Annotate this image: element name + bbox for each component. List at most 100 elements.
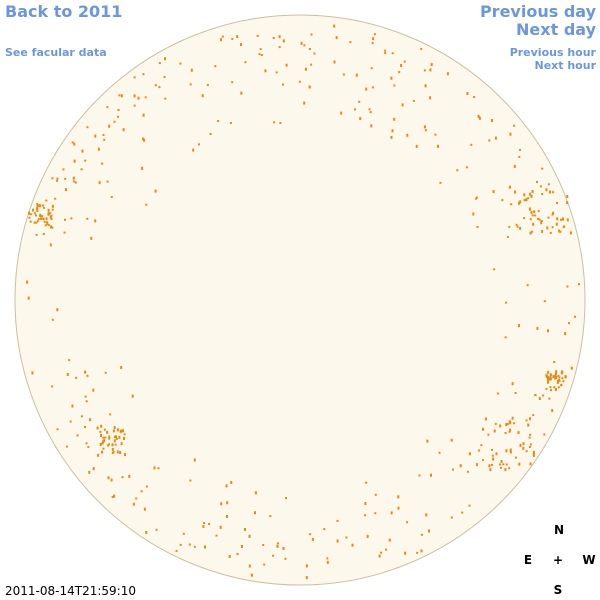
timestamp: 2011-08-14T21:59:10 — [5, 584, 136, 598]
facula-dot — [197, 143, 200, 146]
facula-dot — [215, 534, 218, 537]
facula-dot — [566, 201, 569, 205]
facula-dot — [547, 375, 550, 379]
facula-dot — [111, 452, 114, 454]
previous-hour-link[interactable]: Previous hour — [510, 46, 597, 59]
facula-dot — [45, 217, 48, 221]
facula-dot — [254, 511, 256, 515]
facula-dot — [100, 434, 102, 437]
facula-dot — [231, 37, 234, 40]
facula-dot — [430, 63, 433, 66]
facula-dot — [104, 371, 107, 374]
facula-dot — [47, 212, 50, 216]
facula-dot — [385, 548, 388, 551]
facula-dot — [429, 96, 432, 100]
facula-dot — [557, 386, 560, 389]
facula-dot — [97, 147, 100, 151]
facula-dot — [264, 69, 267, 73]
facula-dot — [496, 392, 499, 395]
facula-dot — [121, 476, 124, 479]
facula-dot — [141, 166, 144, 170]
previous-day-link[interactable]: Previous day — [480, 2, 597, 21]
facular-link[interactable]: See facular data — [5, 46, 107, 59]
facula-dot — [475, 197, 477, 200]
facula-dot — [552, 375, 555, 379]
facula-dot — [509, 448, 512, 452]
facula-dot — [541, 229, 544, 233]
facula-dot — [370, 67, 373, 70]
facula-dot — [555, 387, 557, 391]
facula-dot — [529, 443, 532, 446]
facula-dot — [562, 380, 565, 383]
facula-dot — [220, 502, 223, 506]
facula-dot — [113, 439, 116, 443]
facula-dot — [164, 97, 167, 100]
facula-dot — [323, 528, 326, 531]
facula-dot — [505, 301, 507, 304]
facula-dot — [29, 220, 32, 223]
facula-dot — [518, 462, 521, 466]
facula-dot — [120, 442, 123, 446]
facula-dot — [84, 395, 87, 398]
facula-dot — [518, 201, 520, 205]
facula-dot — [555, 376, 558, 379]
facula-dot — [358, 100, 361, 103]
facula-dot — [554, 372, 557, 376]
back-link[interactable]: Back to 2011 — [5, 2, 122, 21]
facula-dot — [522, 442, 525, 446]
facula-dot — [540, 221, 543, 225]
facula-dot — [508, 467, 511, 470]
facula-dot — [555, 222, 558, 226]
facula-dot — [525, 198, 528, 202]
facula-dot — [51, 385, 54, 388]
facula-dot — [308, 48, 311, 50]
facula-dot — [515, 223, 518, 226]
facula-dot — [528, 446, 531, 448]
facula-dot — [56, 177, 59, 180]
facula-dot — [495, 452, 498, 456]
facula-dot — [120, 429, 123, 433]
facula-dot — [73, 159, 76, 163]
facula-dot — [50, 225, 52, 229]
facula-dot — [110, 478, 113, 482]
facula-dot — [108, 435, 111, 439]
next-day-link[interactable]: Next day — [516, 20, 597, 39]
facula-dot — [112, 429, 115, 433]
next-hour-link[interactable]: Next hour — [535, 59, 597, 72]
facula-dot — [574, 315, 576, 318]
faculae — [26, 24, 580, 580]
facula-dot — [557, 374, 560, 377]
facula-dot — [179, 62, 182, 65]
facula-dot — [122, 437, 125, 440]
facula-dot — [118, 435, 121, 439]
facula-dot — [117, 115, 119, 118]
facula-dot — [104, 436, 107, 439]
facula-dot — [545, 373, 548, 377]
facula-dot — [390, 511, 393, 515]
facula-dot — [438, 451, 441, 454]
facula-dot — [466, 92, 469, 95]
facula-dot — [228, 555, 231, 558]
facula-dot — [142, 73, 145, 76]
facula-dot — [131, 394, 134, 398]
facula-dot — [506, 423, 509, 426]
facula-dot — [369, 111, 372, 114]
facula-dot — [456, 169, 459, 172]
facula-dot — [103, 439, 106, 443]
facula-dot — [529, 462, 532, 466]
facula-dot — [561, 377, 564, 380]
facula-dot — [523, 217, 526, 219]
facula-dot — [193, 458, 196, 462]
facula-dot — [424, 129, 427, 132]
facula-dot — [534, 214, 537, 217]
facula-dot — [101, 442, 103, 445]
facula-dot — [418, 474, 421, 477]
facula-dot — [553, 361, 556, 363]
facula-dot — [492, 457, 495, 461]
facula-dot — [35, 214, 37, 217]
facula-dot — [516, 225, 519, 228]
facula-dot — [44, 224, 47, 227]
facula-dot — [50, 218, 53, 220]
facula-dot — [547, 370, 550, 374]
